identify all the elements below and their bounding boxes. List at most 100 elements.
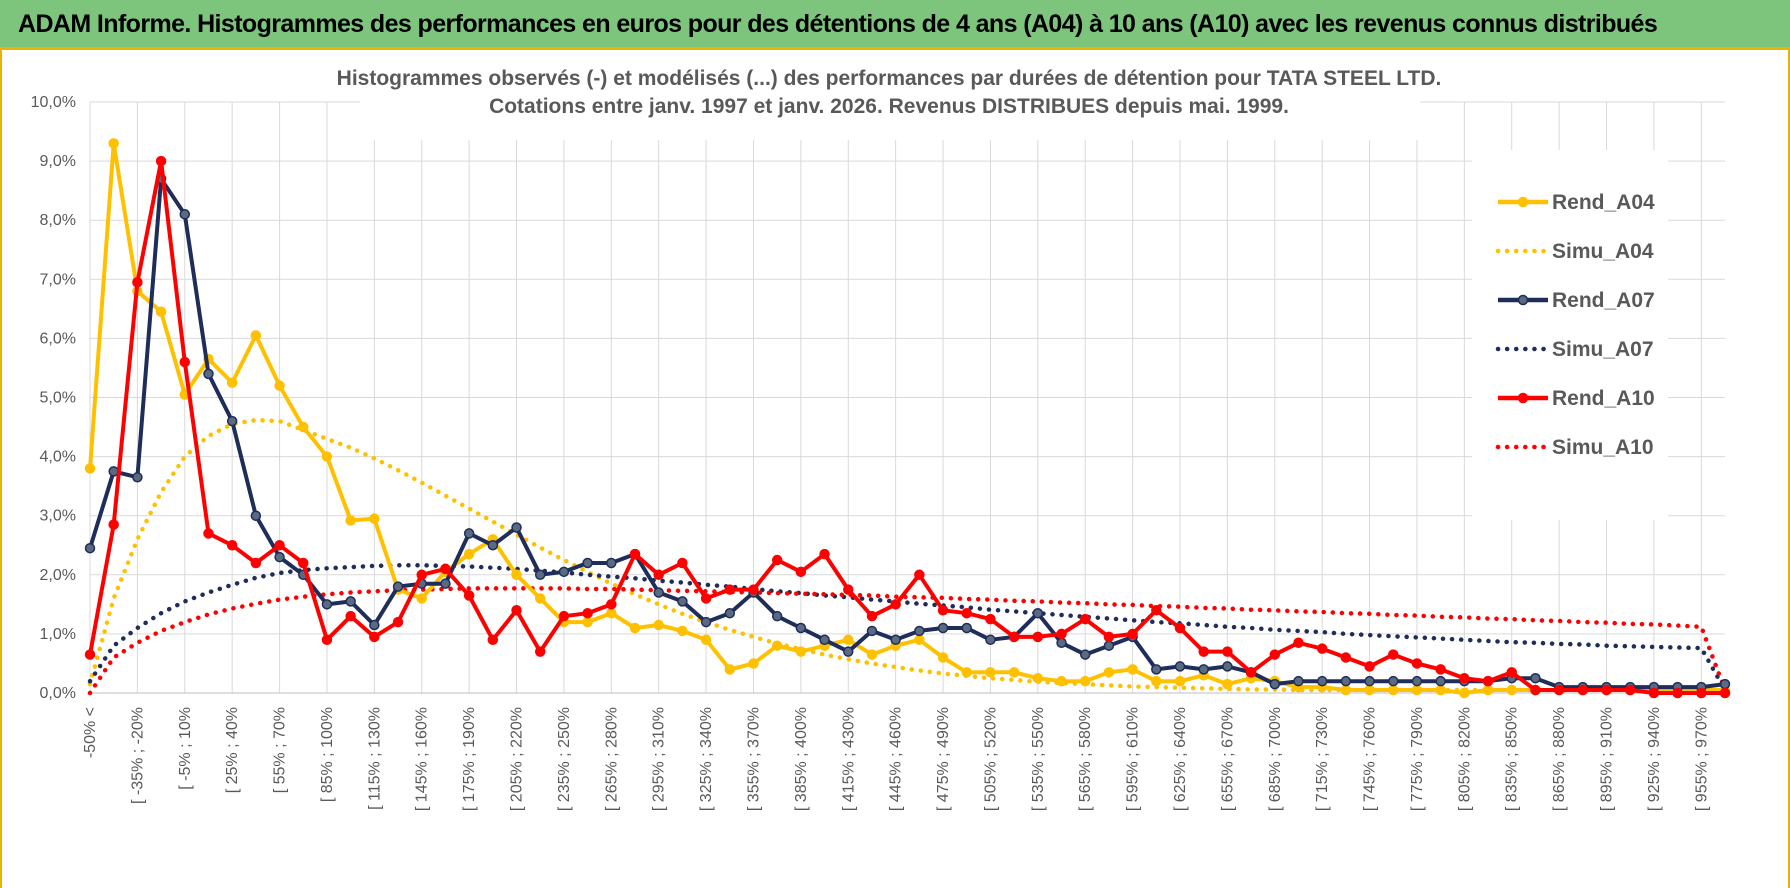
rend-a10-point [890,599,901,610]
rend-a04-point [724,664,736,675]
rend-a07-point [558,566,570,578]
x-tick-label: [ 805% ; 820% [1456,707,1473,811]
rend-a07-point [1079,649,1091,660]
rend-a10-point [416,569,427,581]
x-tick-label: [ 325% ; 340% [698,707,715,811]
rend-a10-point [843,584,854,595]
x-tick-label: [ 355% ; 370% [745,707,762,811]
rend-a04-point [937,652,949,663]
rend-a10-point [1411,658,1423,669]
rend-a04-point [653,619,664,631]
rend-a04-point [795,646,807,657]
rend-a10-point [961,607,972,619]
rend-a10-point [1648,687,1660,699]
rend-a04-point [985,667,996,678]
x-tick-label: [ 295% ; 310% [651,707,668,811]
x-tick-label: [ 55% ; 70% [272,707,289,793]
rend-a10-point [1364,661,1375,672]
rend-a10-line [88,159,1725,695]
rend-a10-point [1459,672,1470,684]
chart-frame [0,50,1790,888]
rend-a10-point [1079,613,1091,625]
rend-a10-point [1056,628,1067,640]
rend-a10-point [1174,622,1186,634]
rend-a10-point [298,557,309,569]
rend-a04-point [1103,667,1115,678]
rend-a07-point [700,616,712,628]
rend-a07-point [795,622,807,634]
rend-a10-point [463,590,475,601]
rend-a10-point [392,616,404,628]
x-tick-label: [ 595% ; 610% [1125,707,1142,811]
rend-a10-point [1245,667,1257,678]
rend-a10-point [1719,687,1731,699]
x-tick-label: [ 535% ; 550% [1030,707,1047,811]
simu-a07-legend-label: Simu_A07 [1552,338,1654,361]
rend-a10-point [985,613,996,625]
rend-a04-point [416,593,427,604]
rend-a10-point [203,528,214,539]
rend-a10-legend-marker [1517,392,1529,404]
rend-a10-point [1198,646,1209,657]
legend: Rend_A04 Simu_A04 Rend_A07 Simu_A07 Rend_A10… [1495,191,1655,459]
series-layer [84,138,1731,699]
rend-a07-point [84,542,96,554]
rend-a04-point [155,306,167,318]
rend-a10-point [1222,646,1233,657]
x-tick-label: [ 205% ; 220% [509,707,526,811]
rend-a07-point [606,557,617,569]
rend-a10-point [345,610,356,622]
rend-a04-point [961,667,972,678]
rend-a10-point [1506,667,1517,678]
x-tick-label: [ 265% ; 280% [603,707,620,811]
rend-a10-point [914,569,925,581]
rend-a10-point [795,566,807,578]
rend-a10-point [819,548,830,560]
y-tick-label: 5,0% [40,390,76,407]
title-background [360,62,1420,140]
rend-a10-point [1577,684,1589,696]
rend-a10-point [1388,649,1399,660]
rend-a07-point [1151,664,1162,675]
chart-grid [89,101,1725,694]
rend-a04-point [700,634,712,646]
rend-a04-point [1151,675,1162,687]
rend-a10-point [606,599,617,610]
x-tick-label: [ 715% ; 730% [1314,707,1331,811]
simu-a10-line [87,586,1728,696]
rend-a04-point [345,515,356,526]
rend-a04-point [1482,684,1494,696]
rend-a07-point [463,528,475,539]
rend-a10-point [250,557,262,569]
rend-a10-point [558,610,570,622]
rend-a10-point [1032,631,1044,643]
rend-a07-point [1316,675,1328,687]
rend-a04-point [582,616,593,628]
rend-a07-point [582,557,593,569]
rend-a10-point [179,356,191,368]
rend-a07-point [914,625,925,637]
y-tick-label: 7,0% [40,271,76,288]
x-tick-label: [ -5% ; 10% [177,707,194,790]
x-tick-label: [ 655% ; 670% [1219,707,1236,811]
rend-a04-point [629,622,641,634]
legend-background [1472,150,1668,520]
rend-a10-point [582,607,593,619]
rend-a04-point [1411,684,1423,696]
x-tick-label: [ 895% ; 910% [1599,707,1616,811]
report-title: ADAM Informe. Histogrammes des performan… [18,10,1658,38]
rend-a04-point [1079,675,1091,687]
rend-a10-point [108,519,119,530]
simu-a10-legend-label: Simu_A10 [1552,436,1654,459]
rend-a10-point [1269,649,1281,660]
rend-a10-point [1696,687,1707,699]
x-tick-label: [ 565% ; 580% [1077,707,1094,811]
rend-a04-point [1174,675,1186,687]
rend-a04-legend-marker [1517,196,1529,208]
rend-a04-point [1506,684,1517,696]
rend-a07-point [866,625,878,637]
x-tick-label: [ 175% ; 190% [461,707,478,811]
rend-a04-point [250,330,262,341]
x-axis: -50% < [ -35% ; -20% [ -5% ; 10% [ 25% ; 40… [82,707,1710,811]
x-tick-label: [ 865% ; 880% [1551,707,1568,811]
